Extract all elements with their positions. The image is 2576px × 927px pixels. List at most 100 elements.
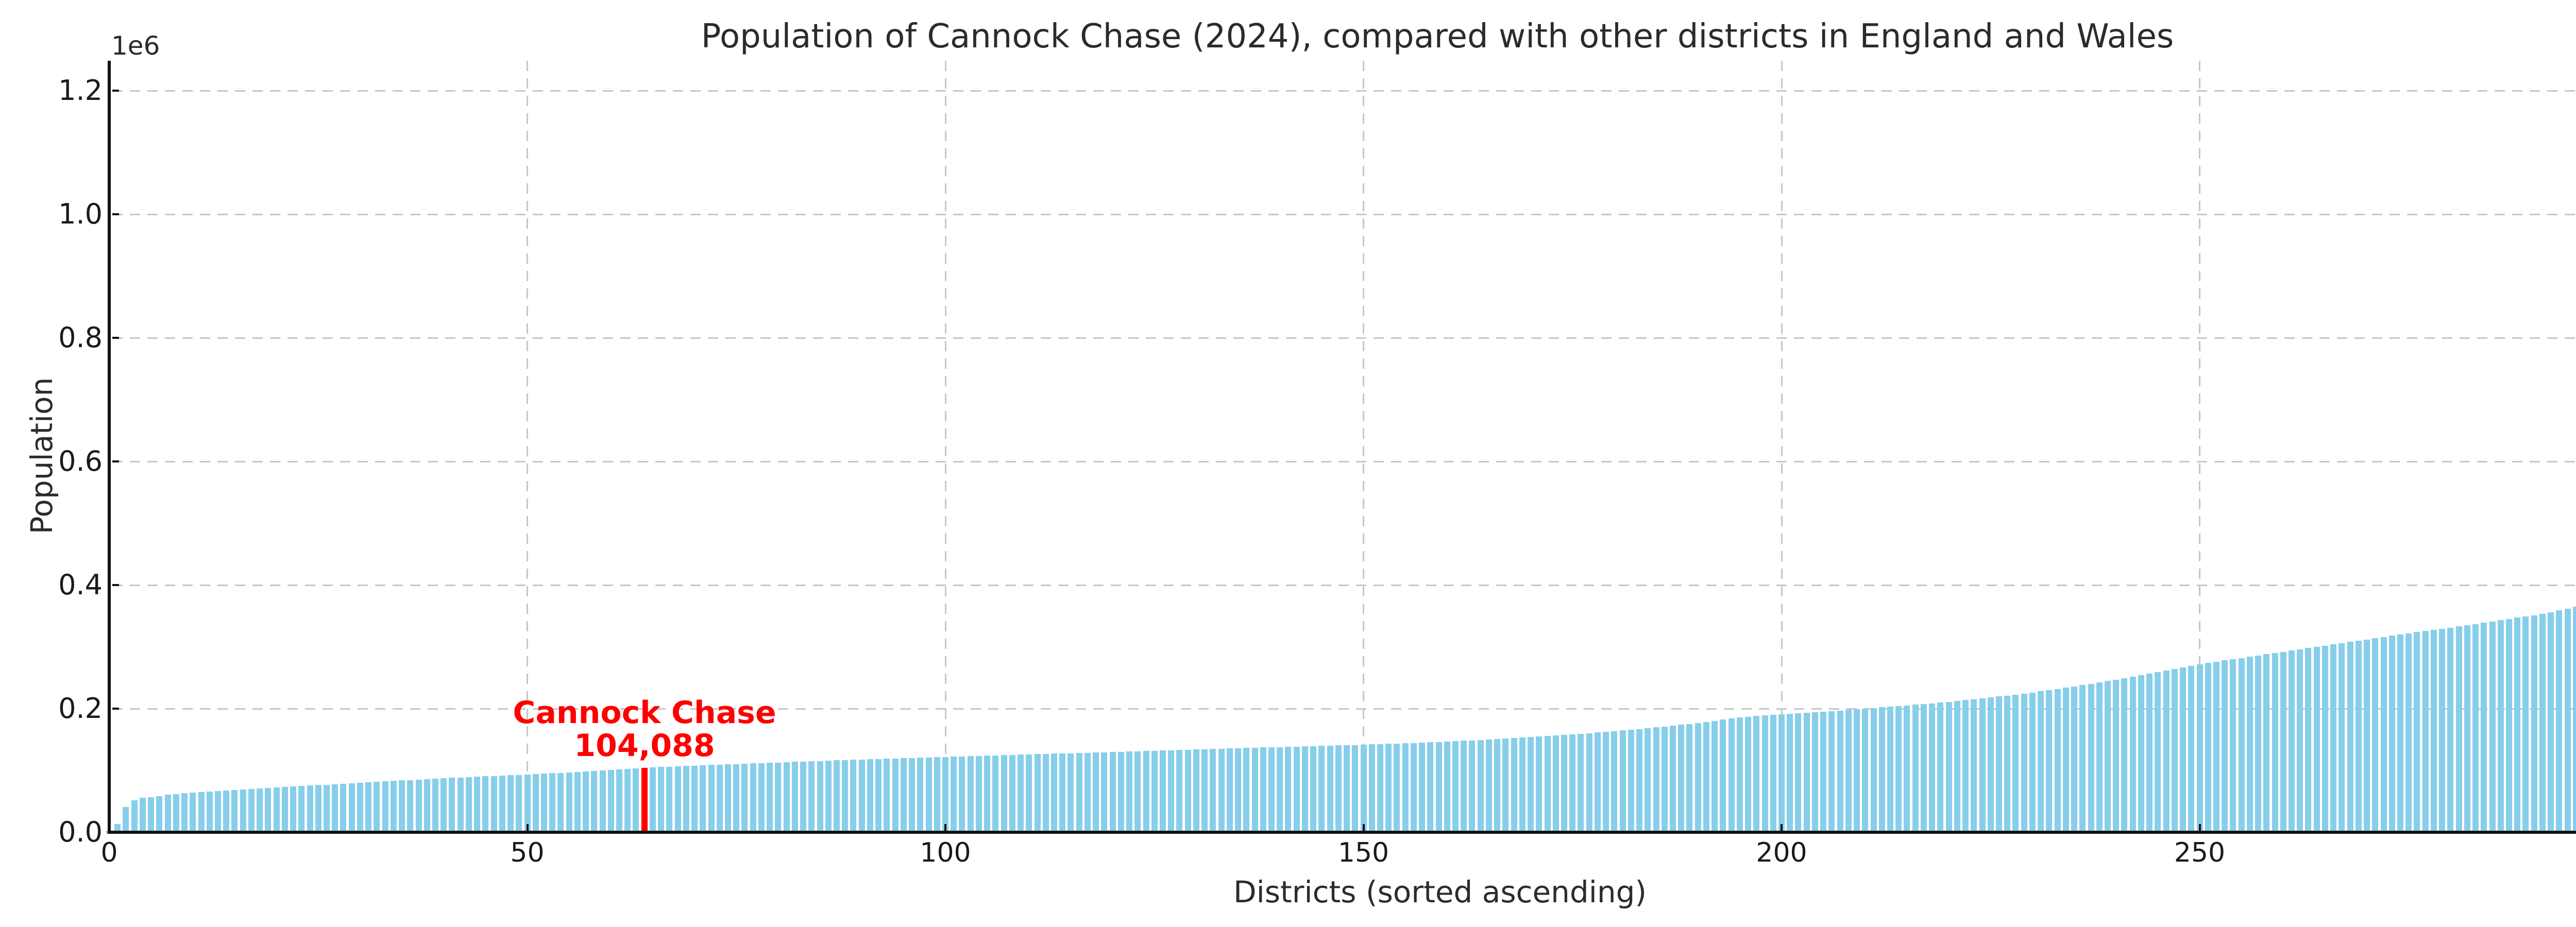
- y-tick-label: 0.8: [58, 321, 103, 354]
- bar: [674, 766, 681, 834]
- bar: [2146, 673, 2153, 834]
- cannock-chase-annotation: Cannock Chase 104,088: [513, 696, 776, 762]
- bar: [1444, 741, 1450, 834]
- bar: [1820, 712, 1827, 834]
- bar: [1009, 754, 1015, 834]
- x-tick-label: 100: [920, 837, 971, 868]
- bar: [1544, 736, 1551, 834]
- x-tick-mark: [1781, 824, 1783, 831]
- bar: [1511, 738, 1517, 834]
- bar: [1578, 733, 1584, 834]
- bar: [1352, 745, 1359, 834]
- bar: [917, 758, 924, 834]
- y-tick-mark: [112, 90, 119, 92]
- bar: [2222, 660, 2228, 834]
- bar: [791, 762, 798, 834]
- x-gridline: [1363, 61, 1364, 831]
- bar: [1895, 706, 1902, 834]
- bar: [1552, 735, 1559, 834]
- bar: [875, 759, 882, 834]
- bar: [934, 757, 940, 834]
- bar: [1862, 709, 1869, 834]
- bar: [2297, 649, 2303, 834]
- bar: [825, 760, 832, 834]
- bar: [432, 778, 438, 834]
- bar: [1050, 753, 1057, 834]
- bar: [265, 787, 272, 834]
- x-axis-spine: [108, 831, 2576, 834]
- bar: [741, 763, 748, 834]
- bar: [390, 781, 397, 834]
- bar: [340, 783, 347, 834]
- bar: [2397, 634, 2404, 834]
- bar: [633, 768, 639, 834]
- bar: [1067, 753, 1074, 834]
- bar: [1285, 747, 1292, 834]
- bar: [1912, 705, 1919, 834]
- bar: [131, 800, 138, 834]
- bar: [2506, 619, 2512, 834]
- y-tick-mark: [112, 708, 119, 710]
- bar: [1461, 741, 1467, 834]
- bar: [2430, 630, 2437, 834]
- y-axis-spine: [108, 61, 111, 834]
- x-gridline: [2199, 61, 2200, 831]
- bar: [951, 757, 957, 834]
- bar: [1018, 754, 1024, 834]
- bar: [2071, 686, 2078, 834]
- bar: [1301, 746, 1308, 834]
- y-tick-label: 1.0: [58, 198, 103, 230]
- bar: [716, 764, 723, 834]
- bar: [1569, 734, 1576, 834]
- bar: [1528, 737, 1534, 834]
- bar: [156, 796, 163, 834]
- bar: [2230, 659, 2236, 834]
- bar: [1001, 755, 1007, 834]
- bar: [583, 771, 589, 834]
- bar: [1151, 750, 1158, 834]
- bar: [2289, 650, 2295, 834]
- bar: [1828, 711, 1835, 834]
- x-tick-mark: [1362, 824, 1365, 831]
- bar: [1854, 709, 1860, 834]
- bar: [1134, 751, 1141, 834]
- bar: [2572, 607, 2576, 834]
- x-tick-mark: [2198, 824, 2201, 831]
- bar: [708, 765, 715, 834]
- bar: [2180, 667, 2187, 834]
- bar: [190, 792, 196, 834]
- bar: [574, 771, 581, 834]
- y-axis-offset-label: 1e6: [111, 31, 160, 61]
- bar: [1477, 740, 1484, 834]
- bar: [900, 758, 907, 834]
- bar: [808, 761, 815, 834]
- bar: [273, 787, 280, 834]
- bar: [725, 764, 732, 834]
- bar: [231, 789, 238, 834]
- bar: [1059, 753, 1066, 834]
- bar: [1803, 713, 1810, 834]
- bar: [2313, 647, 2320, 834]
- bar: [942, 757, 948, 834]
- bar: [2497, 620, 2504, 834]
- bar: [357, 783, 363, 834]
- bar: [1653, 727, 1659, 834]
- bar: [591, 771, 598, 834]
- bar: [2188, 665, 2195, 834]
- x-tick-label: 300: [2551, 839, 2576, 866]
- bar: [1251, 747, 1258, 834]
- y-tick-mark: [112, 213, 119, 215]
- bar: [507, 775, 514, 834]
- bar: [449, 778, 455, 834]
- bar: [440, 778, 447, 834]
- bar: [307, 785, 313, 834]
- bar: [1745, 716, 1752, 834]
- bar: [2388, 636, 2395, 834]
- bar: [524, 774, 531, 834]
- bar: [909, 758, 916, 834]
- bar: [2004, 695, 2011, 834]
- bar: [1628, 730, 1634, 834]
- bar: [2414, 632, 2420, 834]
- bar: [1494, 739, 1501, 834]
- bar: [2489, 621, 2496, 834]
